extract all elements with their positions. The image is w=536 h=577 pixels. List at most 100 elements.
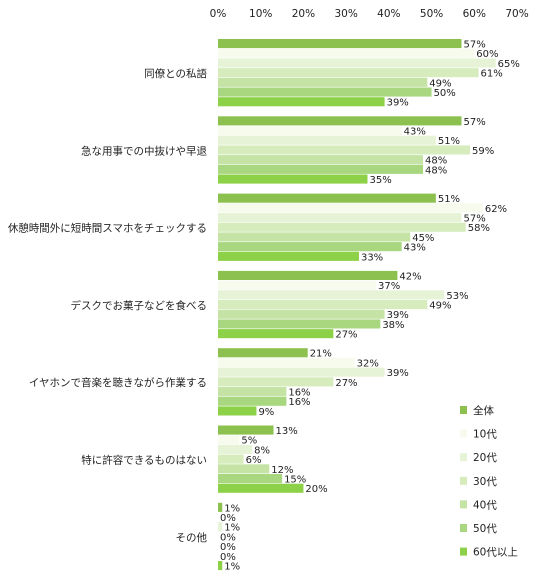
- x-tick-label: 40%: [377, 8, 400, 20]
- data-label: 43%: [404, 243, 426, 254]
- bar: [218, 135, 436, 145]
- legend-swatch: [460, 406, 467, 414]
- bar: [218, 319, 381, 329]
- bar: [218, 58, 496, 68]
- bar: [218, 87, 432, 97]
- legend-label: 10代: [473, 429, 497, 441]
- x-tick-label: 0%: [210, 8, 227, 20]
- bar: [218, 203, 483, 213]
- data-label: 1%: [224, 503, 240, 514]
- bar: [218, 164, 424, 174]
- data-label: 1%: [224, 562, 240, 573]
- data-label: 15%: [284, 475, 306, 486]
- bar: [218, 145, 471, 155]
- legend-label: 40代: [473, 499, 497, 511]
- x-tick-label: 60%: [463, 8, 486, 20]
- data-label: 16%: [288, 388, 310, 399]
- bar: [218, 242, 402, 252]
- data-label: 27%: [335, 378, 357, 389]
- bar: [218, 502, 223, 512]
- bar: [218, 425, 274, 435]
- legend-label: 20代: [473, 452, 497, 464]
- legend-swatch: [460, 476, 467, 485]
- data-label: 49%: [429, 301, 451, 312]
- legend-label: 全体: [473, 404, 494, 417]
- data-label: 37%: [378, 281, 400, 292]
- bar: [218, 377, 334, 387]
- bar: [218, 270, 398, 280]
- bar: [218, 232, 411, 242]
- data-label: 62%: [485, 204, 507, 215]
- data-label: 51%: [438, 194, 460, 205]
- bar: [218, 464, 270, 474]
- bar: [218, 213, 462, 223]
- bar: [218, 387, 287, 397]
- legend-swatch: [460, 547, 467, 556]
- data-label: 0%: [220, 513, 236, 524]
- bar: [218, 193, 436, 203]
- legend-swatch: [460, 429, 467, 438]
- data-label: 33%: [361, 252, 383, 263]
- bar: [218, 406, 257, 416]
- bar: [218, 290, 445, 300]
- bars: [218, 39, 496, 571]
- data-label: 51%: [438, 136, 460, 147]
- category-label: デスクでお菓子などを食べる: [71, 299, 208, 312]
- bar: [218, 454, 244, 464]
- data-label: 53%: [446, 291, 468, 302]
- x-tick-label: 10%: [249, 8, 272, 20]
- data-label: 35%: [370, 175, 392, 186]
- data-label: 61%: [481, 69, 503, 80]
- data-label: 0%: [220, 542, 236, 553]
- data-label: 39%: [387, 368, 409, 379]
- data-label: 60%: [476, 49, 498, 60]
- bar: [218, 522, 223, 532]
- bar: [218, 48, 475, 58]
- bar: [218, 396, 287, 406]
- bar: [218, 309, 385, 319]
- data-label: 58%: [468, 223, 490, 234]
- data-label: 13%: [276, 426, 298, 437]
- bar: [218, 474, 283, 484]
- data-label: 48%: [425, 156, 447, 167]
- bar: [218, 280, 377, 290]
- bar: [218, 126, 402, 136]
- category-label: 急な用事での中抜けや早退: [81, 144, 207, 157]
- category-label: 休憩時間外に短時間スマホをチェックする: [8, 222, 207, 235]
- legend: 全体 10代 20代 30代 40代 50代 60代以上: [460, 404, 518, 559]
- x-tick-label: 30%: [334, 8, 357, 20]
- data-label: 42%: [399, 271, 421, 282]
- data-label: 1%: [224, 523, 240, 534]
- data-label: 48%: [425, 165, 447, 176]
- data-label: 50%: [434, 88, 456, 99]
- data-label: 49%: [429, 78, 451, 89]
- legend-label: 50代: [473, 523, 497, 535]
- bar: [218, 367, 385, 377]
- data-label: 59%: [472, 146, 494, 157]
- bar: [218, 329, 334, 339]
- category-labels: 同僚との私語急な用事での中抜けや早退休憩時間外に短時間スマホをチェックするデスク…: [8, 67, 208, 544]
- data-label: 6%: [246, 455, 262, 466]
- data-label: 12%: [271, 465, 293, 476]
- data-label: 39%: [387, 98, 409, 109]
- data-label: 57%: [463, 117, 485, 128]
- bar: [218, 77, 428, 87]
- bar: [218, 357, 355, 367]
- legend-label: 60代以上: [473, 547, 518, 559]
- data-label: 32%: [357, 358, 379, 369]
- data-label: 21%: [310, 349, 332, 360]
- data-label: 65%: [498, 59, 520, 70]
- legend-swatch: [460, 524, 467, 532]
- data-label: 20%: [305, 484, 327, 495]
- x-tick-label: 70%: [505, 8, 528, 20]
- bar: [218, 68, 479, 78]
- data-label: 0%: [220, 552, 236, 563]
- x-tick-label: 50%: [420, 8, 443, 20]
- category-label: イヤホンで音楽を聴きながら作業する: [29, 376, 207, 389]
- data-label: 8%: [254, 445, 270, 456]
- data-label: 39%: [387, 310, 409, 321]
- value-labels: 57%60%65%61%49%50%39%57%43%51%59%48%48%3…: [220, 40, 520, 573]
- data-label: 5%: [241, 436, 257, 447]
- bar: [218, 561, 223, 571]
